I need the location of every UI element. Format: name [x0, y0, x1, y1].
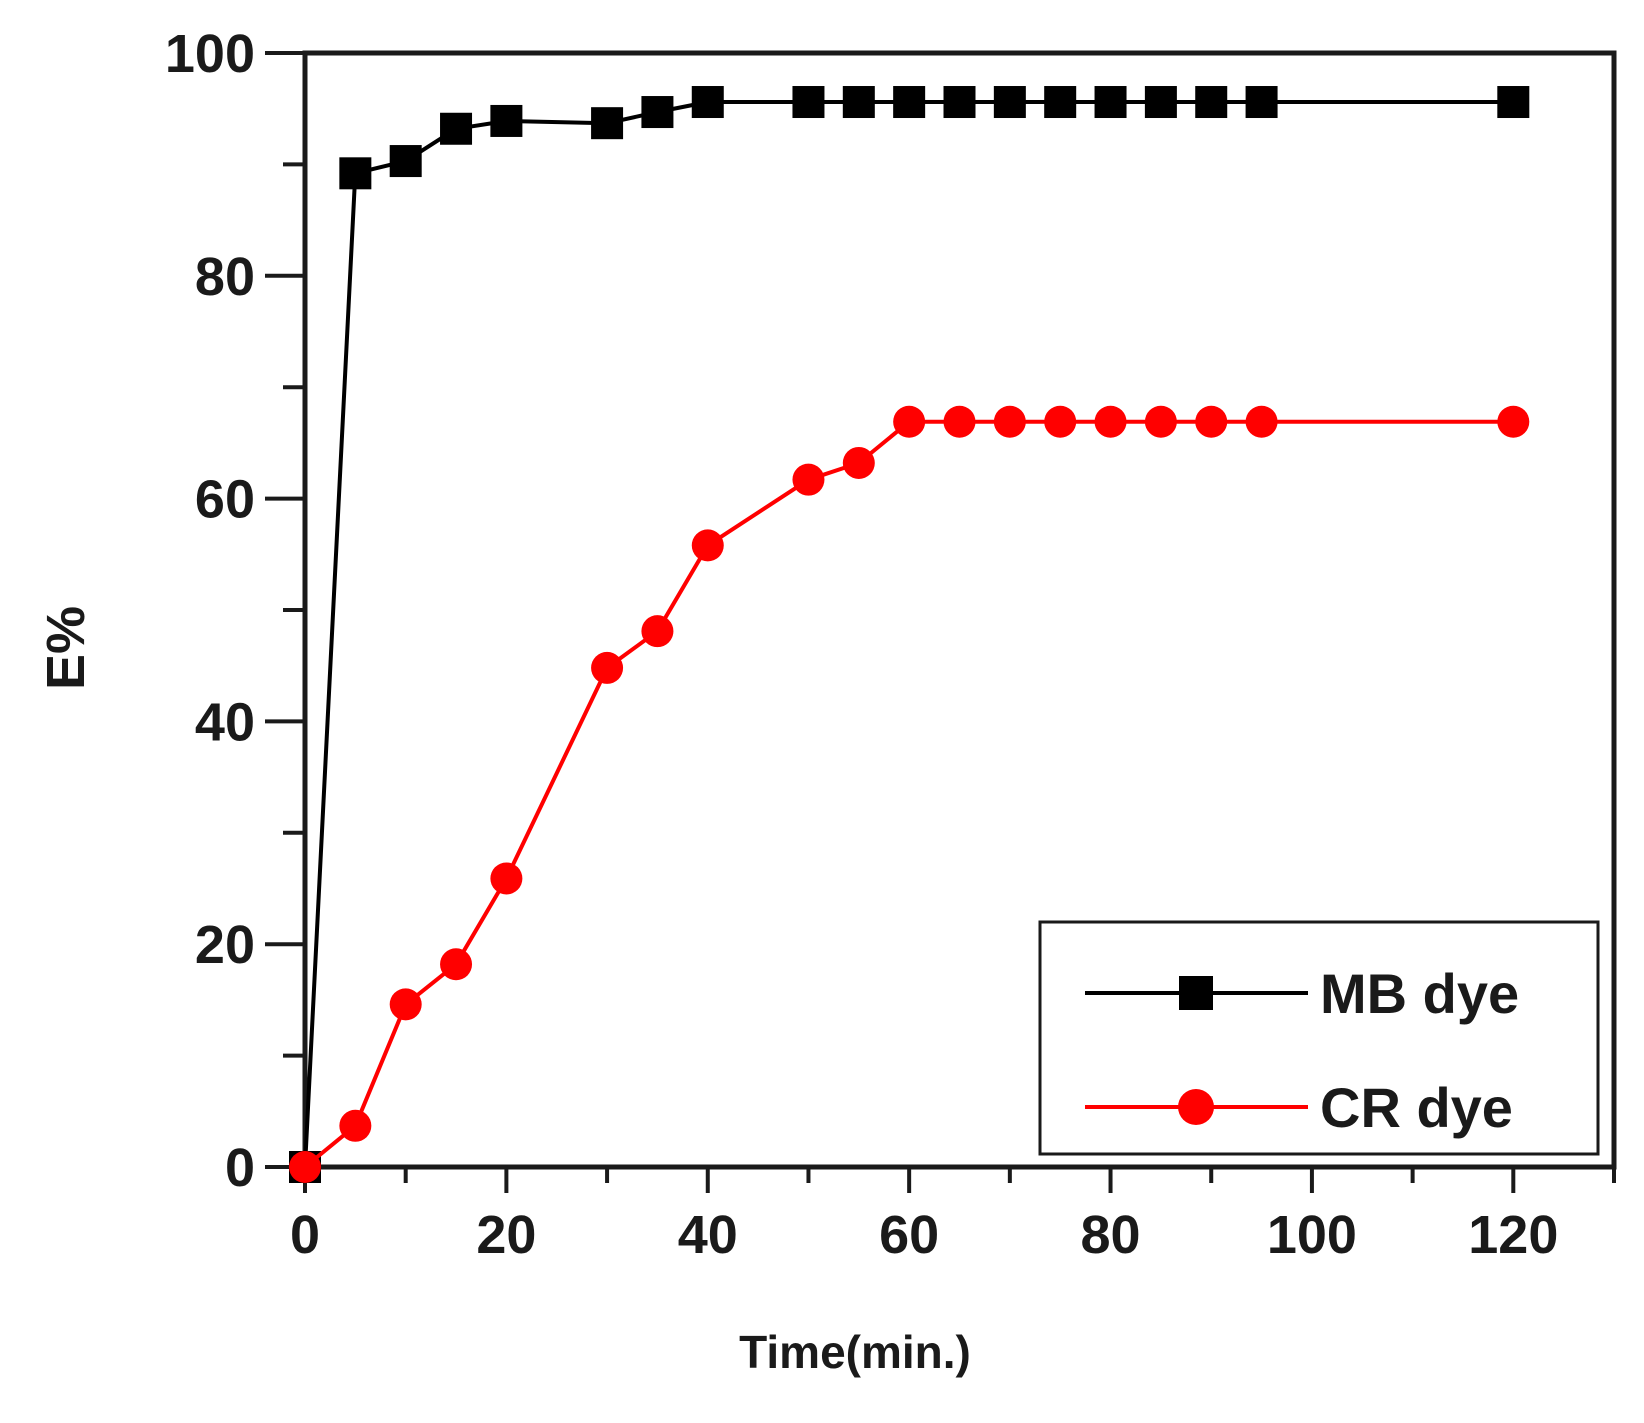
x-tick-label: 100: [1267, 1205, 1357, 1265]
data-point-cr-dye: [1245, 405, 1278, 438]
data-point-mb-dye: [1497, 86, 1530, 119]
legend-cr-marker: [1178, 1089, 1214, 1125]
y-tick-label: 40: [195, 692, 255, 752]
data-point-cr-dye: [842, 446, 875, 479]
data-point-mb-dye: [993, 86, 1026, 119]
data-point-cr-dye: [1497, 405, 1530, 438]
data-point-mb-dye: [893, 86, 926, 119]
x-tick-label: 80: [1080, 1205, 1140, 1265]
x-tick-label: 40: [678, 1205, 738, 1265]
data-point-cr-dye: [490, 862, 523, 895]
data-point-mb-dye: [691, 86, 724, 119]
data-point-cr-dye: [893, 405, 926, 438]
series-mb-dye: [289, 86, 1530, 1183]
data-point-cr-dye: [1094, 405, 1127, 438]
legend: MB dye CR dye: [1038, 920, 1600, 1156]
data-series: [289, 86, 1530, 1183]
data-point-cr-dye: [1044, 405, 1077, 438]
data-point-mb-dye: [389, 145, 422, 178]
x-axis-title: Time(min.): [739, 1326, 971, 1378]
data-point-cr-dye: [440, 948, 473, 981]
data-point-cr-dye: [993, 405, 1026, 438]
y-tick-label: 80: [195, 247, 255, 307]
data-point-cr-dye: [943, 405, 976, 438]
data-point-cr-dye: [792, 463, 825, 496]
data-point-cr-dye: [1195, 405, 1228, 438]
legend-box: [1038, 920, 1600, 1156]
x-tick-label: 20: [476, 1205, 536, 1265]
data-point-mb-dye: [1245, 86, 1278, 119]
y-tick-label: 100: [165, 24, 255, 84]
data-point-cr-dye: [389, 988, 422, 1021]
data-point-mb-dye: [490, 104, 523, 137]
data-point-mb-dye: [1144, 86, 1177, 119]
legend-cr-label: CR dye: [1320, 1076, 1513, 1139]
axis-ticks: 0 20 40 60 80 100 120 0 20 40 60 80 100: [165, 24, 1616, 1265]
data-point-cr-dye: [691, 529, 724, 562]
y-tick-label: 20: [195, 915, 255, 975]
legend-mb-marker: [1179, 976, 1213, 1010]
data-point-cr-dye: [641, 615, 674, 648]
x-tick-label: 120: [1468, 1205, 1558, 1265]
legend-mb-label: MB dye: [1320, 962, 1519, 1025]
data-point-mb-dye: [792, 86, 825, 119]
x-tick-label: 60: [879, 1205, 939, 1265]
data-point-mb-dye: [440, 112, 473, 145]
y-tick-label: 0: [225, 1138, 255, 1198]
data-point-mb-dye: [339, 157, 372, 190]
y-tick-label: 60: [195, 470, 255, 530]
data-point-mb-dye: [1094, 86, 1127, 119]
data-point-cr-dye: [1144, 405, 1177, 438]
x-tick-label: 0: [290, 1205, 320, 1265]
data-point-mb-dye: [1195, 86, 1228, 119]
data-point-cr-dye: [289, 1151, 321, 1183]
data-point-mb-dye: [591, 107, 624, 140]
data-point-mb-dye: [943, 86, 976, 119]
data-point-mb-dye: [842, 86, 875, 119]
data-point-mb-dye: [641, 96, 674, 129]
data-point-cr-dye: [591, 651, 624, 684]
y-axis-title: E%: [36, 606, 96, 690]
data-point-cr-dye: [339, 1109, 372, 1142]
series-cr-dye: [289, 405, 1530, 1183]
data-point-mb-dye: [1044, 86, 1077, 119]
